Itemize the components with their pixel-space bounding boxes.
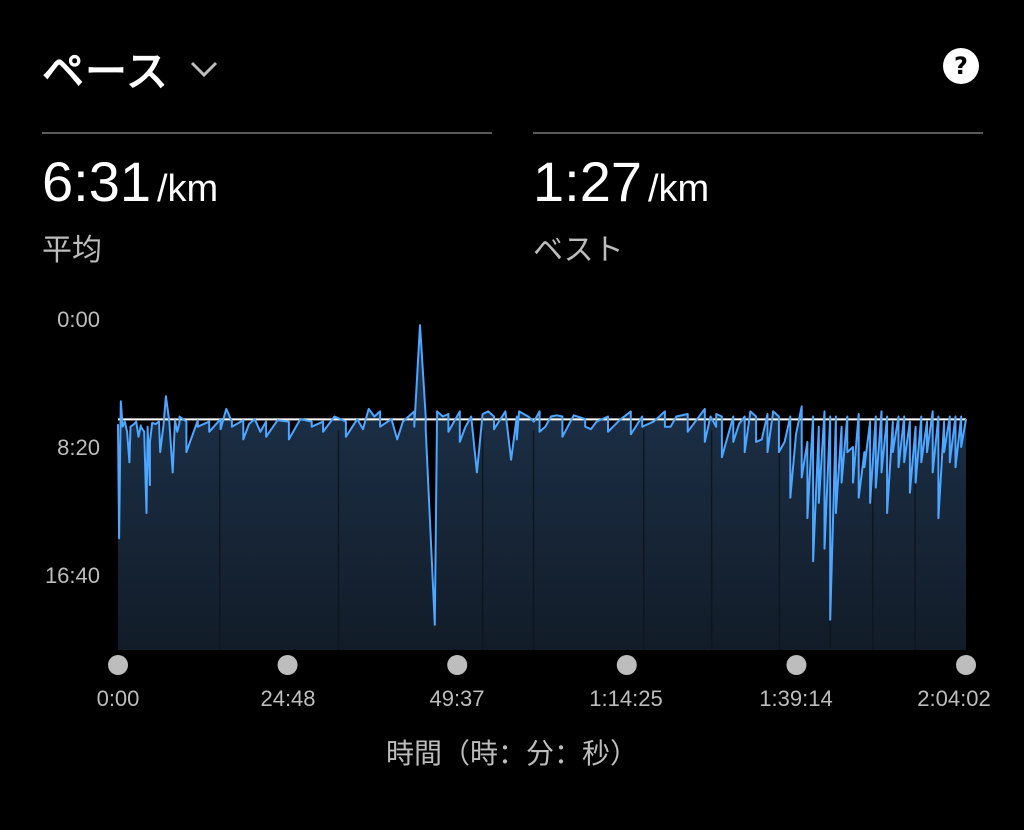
average-pace-value: 6:31 xyxy=(42,150,151,213)
chevron-down-icon[interactable] xyxy=(187,52,221,86)
y-tick-label: 16:40 xyxy=(44,563,100,588)
average-pace-label: 平均 xyxy=(42,233,102,268)
best-pace-label: ベスト xyxy=(533,233,624,268)
x-tick-label: 1:14:25 xyxy=(589,686,663,711)
x-tick-label: 49:37 xyxy=(429,686,485,711)
x-tick-label: 24:48 xyxy=(260,686,316,711)
metric-title: ペース xyxy=(42,47,169,96)
x-tick-label: 1:39:14 xyxy=(759,686,833,711)
average-pace-unit: /km xyxy=(157,168,219,210)
y-tick-label: 0:00 xyxy=(57,307,100,332)
divider xyxy=(533,132,983,134)
x-tick-marker xyxy=(108,655,128,675)
x-tick-marker xyxy=(447,655,468,675)
x-axis-label: 時間（時：分：秒） xyxy=(385,737,638,770)
x-tick-marker xyxy=(616,655,637,675)
metric-selector[interactable]: ペース xyxy=(42,38,221,99)
help-icon[interactable]: ? xyxy=(943,48,979,84)
x-tick-marker xyxy=(956,655,976,675)
x-tick-marker xyxy=(786,655,807,675)
divider xyxy=(42,132,492,134)
y-tick-label: 8:20 xyxy=(57,435,100,460)
pace-line xyxy=(117,324,967,626)
x-tick-label: 0:00 xyxy=(96,686,140,711)
best-pace-panel: 1:27/km ベスト xyxy=(533,132,983,269)
x-tick-label: 2:04:02 xyxy=(917,686,991,711)
average-pace-panel: 6:31/km 平均 xyxy=(42,132,492,269)
pace-area xyxy=(118,325,966,650)
best-pace-unit: /km xyxy=(648,168,710,210)
best-pace-value: 1:27 xyxy=(533,150,642,213)
x-tick-marker xyxy=(277,655,298,675)
